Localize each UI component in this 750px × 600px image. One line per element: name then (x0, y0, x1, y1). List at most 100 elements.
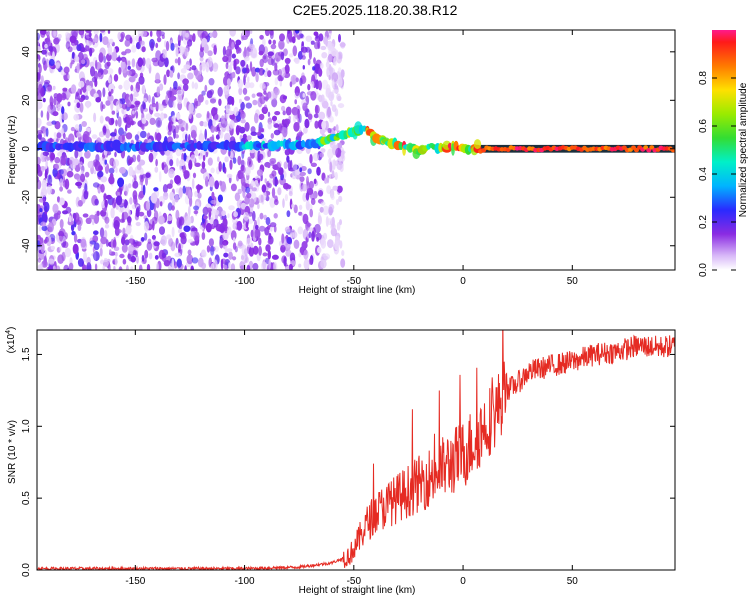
heatmap-cell (232, 242, 237, 250)
heatmap-cell (262, 38, 266, 47)
colorbar-tick-label: 0.8 (698, 71, 709, 85)
heatmap-cell (187, 39, 193, 47)
heatmap-cell (246, 264, 251, 270)
heatmap-cell (55, 265, 61, 270)
heatmap-cell (120, 31, 125, 39)
heatmap-cell (230, 230, 237, 241)
heatmap-cell (203, 43, 209, 54)
heatmap-cell (184, 265, 187, 270)
heatmap-cell (208, 78, 215, 86)
heatmap-cell (277, 187, 282, 196)
heatmap-cell (327, 106, 331, 118)
heatmap-cell (135, 35, 140, 42)
heatmap-cell (264, 30, 270, 37)
heatmap-cell (44, 156, 51, 161)
heatmap-cell (240, 202, 246, 210)
heatmap-cell (128, 76, 136, 83)
heatmap-cell (218, 98, 222, 107)
heatmap-cell (47, 138, 54, 143)
heatmap-cell (158, 196, 165, 205)
heatmap-cell (320, 259, 327, 269)
heatmap-cell (340, 150, 345, 160)
heatmap-cell (76, 131, 82, 138)
heatmap-cell (261, 184, 267, 193)
heatmap-cell (291, 203, 295, 209)
heatmap-cell (142, 57, 146, 67)
heatmap-cell (231, 53, 236, 59)
heatmap-cell (138, 264, 143, 270)
heatmap-marks (37, 30, 675, 270)
heatmap-cell (292, 163, 298, 171)
heatmap-cell (151, 103, 157, 108)
heatmap-cell (63, 66, 70, 74)
heatmap-cell (260, 261, 268, 270)
heatmap-cell (249, 82, 255, 89)
heatmap-cell (176, 112, 181, 121)
heatmap-cell (180, 68, 187, 74)
heatmap-cell (112, 197, 117, 209)
heatmap-cell (117, 32, 122, 40)
heatmap-cell (263, 71, 268, 77)
heatmap-cell (265, 244, 271, 252)
colorbar-tick-label: 0.6 (698, 119, 709, 133)
heatmap-cell (209, 89, 215, 95)
heatmap-cell (188, 189, 193, 200)
heatmap-cell (250, 47, 258, 58)
heatmap-cell (233, 237, 236, 242)
heatmap-cell (40, 110, 44, 118)
heatmap-cell (42, 151, 49, 156)
heatmap-cell (115, 195, 123, 206)
heatmap-cell (245, 221, 249, 229)
ridge-point (473, 139, 482, 150)
heatmap-cell (213, 45, 217, 55)
heatmap-cell (267, 111, 271, 118)
heatmap-cell (305, 192, 310, 201)
heatmap-cell (341, 250, 345, 256)
heatmap-cell (225, 62, 229, 70)
heatmap-cell (311, 80, 315, 88)
heatmap-cell (39, 208, 43, 213)
heatmap-cell (232, 256, 237, 261)
heatmap-cell (88, 32, 92, 38)
heatmap-cell (332, 185, 339, 191)
heatmap-cell (331, 216, 335, 227)
heatmap-cell (199, 50, 205, 58)
x-tick-label: 0 (460, 276, 466, 287)
heatmap-cell (299, 167, 303, 173)
heatmap-cell (176, 258, 182, 268)
heatmap-cell (270, 133, 274, 139)
heatmap-cell (125, 34, 132, 41)
heatmap-cell (100, 101, 104, 112)
heatmap-cell (93, 213, 100, 224)
heatmap-cell (121, 244, 128, 253)
heatmap-cell (124, 239, 130, 246)
heatmap-cell (244, 81, 251, 89)
heatmap-cell (279, 80, 282, 87)
heatmap-cell (291, 170, 297, 180)
heatmap-cell (194, 162, 201, 167)
heatmap-cell (244, 56, 250, 62)
heatmap-cell (336, 50, 339, 60)
heatmap-cell (146, 264, 151, 270)
heatmap-cell (136, 255, 139, 264)
heatmap-cell (93, 242, 100, 251)
heatmap-cell (89, 240, 97, 245)
heatmap-cell (250, 242, 254, 248)
heatmap-cell (107, 94, 114, 102)
heatmap-cell (52, 85, 56, 90)
heatmap-cell (231, 96, 235, 106)
ridge-point (276, 140, 281, 148)
heatmap-cell (240, 159, 245, 167)
heatmap-cell (77, 224, 82, 231)
heatmap-cell (132, 154, 137, 163)
heatmap-cell (160, 235, 167, 247)
heatmap-cell (282, 126, 288, 138)
heatmap-cell (183, 64, 191, 70)
heatmap-cell (92, 182, 100, 188)
heatmap-cell (151, 57, 158, 63)
heatmap-cell (329, 67, 333, 76)
heatmap-cell (132, 110, 135, 115)
heatmap-cell (314, 120, 319, 129)
heatmap-cell (78, 30, 85, 36)
heatmap-cell (273, 225, 277, 233)
